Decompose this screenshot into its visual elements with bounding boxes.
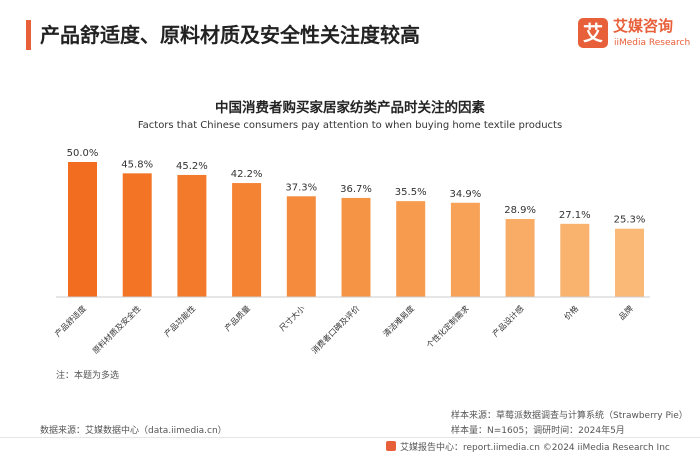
category-label-1: 产品舒适度 bbox=[53, 303, 88, 338]
bar-3 bbox=[177, 174, 207, 297]
bar-4 bbox=[232, 183, 262, 297]
logo-en-text: iiMedia Research bbox=[614, 38, 691, 48]
sample-source: 样本来源：草莓派数据调查与计算系统（Strawberry Pie） bbox=[451, 411, 688, 421]
value-label-4: 42.2% bbox=[231, 169, 263, 180]
category-label-2: 原料材质及安全性 bbox=[90, 303, 142, 355]
category-label-5: 尺寸大小 bbox=[277, 303, 307, 333]
bar-8 bbox=[450, 202, 480, 297]
value-label-9: 28.9% bbox=[504, 205, 536, 216]
value-label-3: 45.2% bbox=[176, 161, 208, 172]
footer: 艾媒报告中心：report.iimedia.cn ©2024 iiMedia R… bbox=[386, 440, 670, 453]
bar-11 bbox=[615, 228, 644, 297]
bar-10 bbox=[560, 223, 590, 297]
value-label-1: 50.0% bbox=[67, 148, 99, 159]
bar-1 bbox=[68, 162, 97, 297]
category-label-9: 产品设计感 bbox=[490, 303, 525, 338]
header-accent-bar bbox=[26, 20, 31, 50]
chart-subtitle: Factors that Chinese consumers pay atten… bbox=[137, 120, 563, 131]
category-label-10: 价格 bbox=[562, 303, 580, 321]
chart-note: 注：本题为多选 bbox=[56, 371, 120, 381]
value-label-10: 27.1% bbox=[559, 210, 591, 221]
report-icon bbox=[386, 441, 396, 451]
value-label-7: 35.5% bbox=[395, 187, 427, 198]
value-label-11: 25.3% bbox=[614, 215, 646, 226]
bar-5 bbox=[286, 196, 316, 297]
value-label-5: 37.3% bbox=[285, 182, 317, 193]
value-label-8: 34.9% bbox=[450, 189, 482, 200]
category-label-6: 消费者口碑及评价 bbox=[309, 303, 361, 355]
footer-divider bbox=[0, 437, 700, 438]
iimedia-logo: 艾 艾媒咨询 iiMedia Research bbox=[578, 16, 690, 56]
category-label-8: 个性化定制需求 bbox=[424, 303, 471, 350]
category-label-7: 清洁难易度 bbox=[381, 303, 416, 338]
category-label-11: 品牌 bbox=[617, 303, 635, 321]
sample-size: 样本量：N=1605；调研时间：2024年5月 bbox=[451, 426, 625, 436]
value-label-2: 45.8% bbox=[121, 159, 153, 170]
bar-2 bbox=[122, 173, 152, 297]
category-label-3: 产品功能性 bbox=[162, 303, 197, 338]
logo-cn-text: 艾媒咨询 bbox=[613, 17, 674, 35]
footer-text: 艾媒报告中心：report.iimedia.cn ©2024 iiMedia R… bbox=[400, 443, 670, 453]
page-title: 产品舒适度、原料材质及安全性关注度较高 bbox=[40, 23, 420, 47]
data-source: 数据来源：艾媒数据中心（data.iimedia.cn） bbox=[40, 426, 227, 436]
value-label-6: 36.7% bbox=[340, 184, 372, 195]
bar-9 bbox=[505, 218, 535, 297]
category-label-4: 产品质量 bbox=[222, 303, 252, 333]
bar-6 bbox=[341, 197, 371, 297]
chart-title: 中国消费者购买家居家纺类产品时关注的因素 bbox=[215, 100, 485, 116]
bar-7 bbox=[396, 201, 426, 297]
logo-mark: 艾 bbox=[578, 18, 608, 48]
